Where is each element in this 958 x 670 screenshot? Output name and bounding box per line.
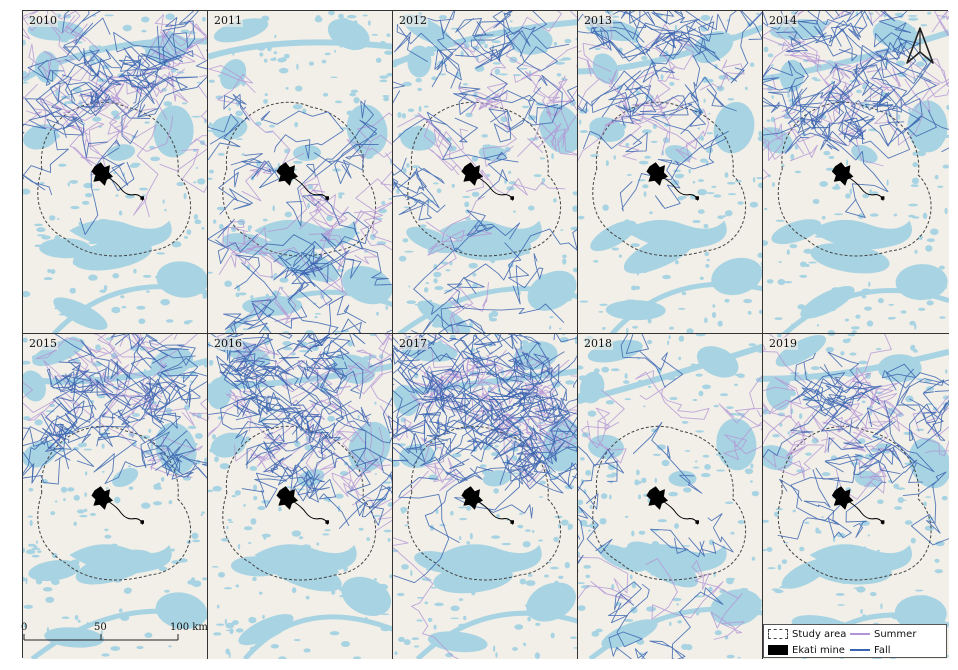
fall-tracks <box>23 334 207 485</box>
legend-item-ekati-mine: Ekati mine <box>768 643 845 657</box>
scale-label-100km: 100 km <box>170 622 208 633</box>
map-canvas <box>208 11 392 333</box>
map-panels-grid: 2010 2011 2012 2013 2014 2015 2016 2017 2018 2019 <box>22 10 949 659</box>
year-label-2017: 2017 <box>398 337 428 350</box>
water-layer <box>208 334 392 659</box>
map-canvas <box>763 334 949 659</box>
scale-bar <box>23 634 179 641</box>
year-label-2013: 2013 <box>583 14 613 27</box>
legend-item-study-area: Study area <box>768 627 846 641</box>
ekati-mine <box>646 162 699 201</box>
year-label-2011: 2011 <box>213 14 243 27</box>
ekati-mine <box>91 486 144 525</box>
water-layer <box>208 11 392 333</box>
legend-label-summer: Summer <box>874 628 917 640</box>
map-canvas <box>578 334 762 659</box>
legend-item-summer: Summer <box>850 627 916 641</box>
legend-label-fall: Fall <box>874 644 891 656</box>
study-area-outline <box>592 101 747 257</box>
map-canvas <box>23 11 207 333</box>
map-canvas <box>208 334 392 659</box>
water-layer <box>578 11 762 333</box>
map-legend: Study area Ekati mine Summer Fall <box>763 624 947 658</box>
fall-tracks <box>763 351 949 546</box>
year-label-2018: 2018 <box>583 337 613 350</box>
legend-label-ekati-mine: Ekati mine <box>792 644 845 656</box>
map-panel-2012: 2012 <box>393 11 578 334</box>
ekati-mine <box>461 162 514 201</box>
year-label-2016: 2016 <box>213 337 243 350</box>
ekati-mine <box>831 162 885 201</box>
ekati-mine <box>831 486 885 525</box>
ekati-mine <box>276 486 329 525</box>
ekati-mine-swatch <box>768 645 788 655</box>
study-area-swatch <box>768 629 788 639</box>
scale-label-50: 50 <box>94 622 107 633</box>
fall-tracks <box>393 11 577 333</box>
map-panel-2013: 2013 <box>578 11 763 334</box>
study-area-outline <box>222 425 377 581</box>
fall-tracks <box>208 334 392 530</box>
fall-tracks <box>23 11 207 235</box>
study-area-outline <box>407 101 562 257</box>
fall-tracks <box>763 11 949 219</box>
map-panel-2011: 2011 <box>208 11 393 334</box>
summer-tracks <box>397 11 577 333</box>
fall-swatch <box>850 649 870 651</box>
study-area-outline <box>777 425 932 581</box>
map-panel-2019: 2019 <box>763 334 949 659</box>
legend-label-study-area: Study area <box>792 628 847 640</box>
study-area-outline <box>37 101 192 257</box>
study-area-outline <box>37 425 192 581</box>
scale-label-0: 0 <box>21 622 28 633</box>
map-panel-2018: 2018 <box>578 334 763 659</box>
year-label-2019: 2019 <box>768 337 798 350</box>
study-area-outline <box>777 101 932 257</box>
fall-tracks <box>208 93 392 333</box>
study-area-outline <box>407 425 562 581</box>
map-panel-2016: 2016 <box>208 334 393 659</box>
study-area-outline <box>592 425 747 581</box>
summer-swatch <box>850 633 870 635</box>
year-label-2015: 2015 <box>28 337 58 350</box>
map-panel-2010: 2010 <box>23 11 208 334</box>
year-label-2014: 2014 <box>768 14 798 27</box>
summer-tracks <box>578 370 762 640</box>
map-canvas <box>578 11 762 333</box>
map-canvas <box>393 334 577 659</box>
map-panel-2015: 2015 <box>23 334 208 659</box>
summer-tracks <box>208 65 392 324</box>
year-label-2010: 2010 <box>28 14 58 27</box>
legend-item-fall: Fall <box>850 643 891 657</box>
map-panel-2014: 2014 <box>763 11 949 334</box>
ekati-mine <box>461 486 514 525</box>
map-canvas <box>23 334 207 659</box>
ekati-mine <box>91 162 144 201</box>
fall-tracks <box>578 334 734 659</box>
map-panel-2017: 2017 <box>393 334 578 659</box>
map-canvas <box>393 11 577 333</box>
year-label-2012: 2012 <box>398 14 428 27</box>
ekati-mine <box>646 486 699 525</box>
ekati-mine <box>276 162 329 201</box>
north-arrow-icon <box>906 27 934 64</box>
